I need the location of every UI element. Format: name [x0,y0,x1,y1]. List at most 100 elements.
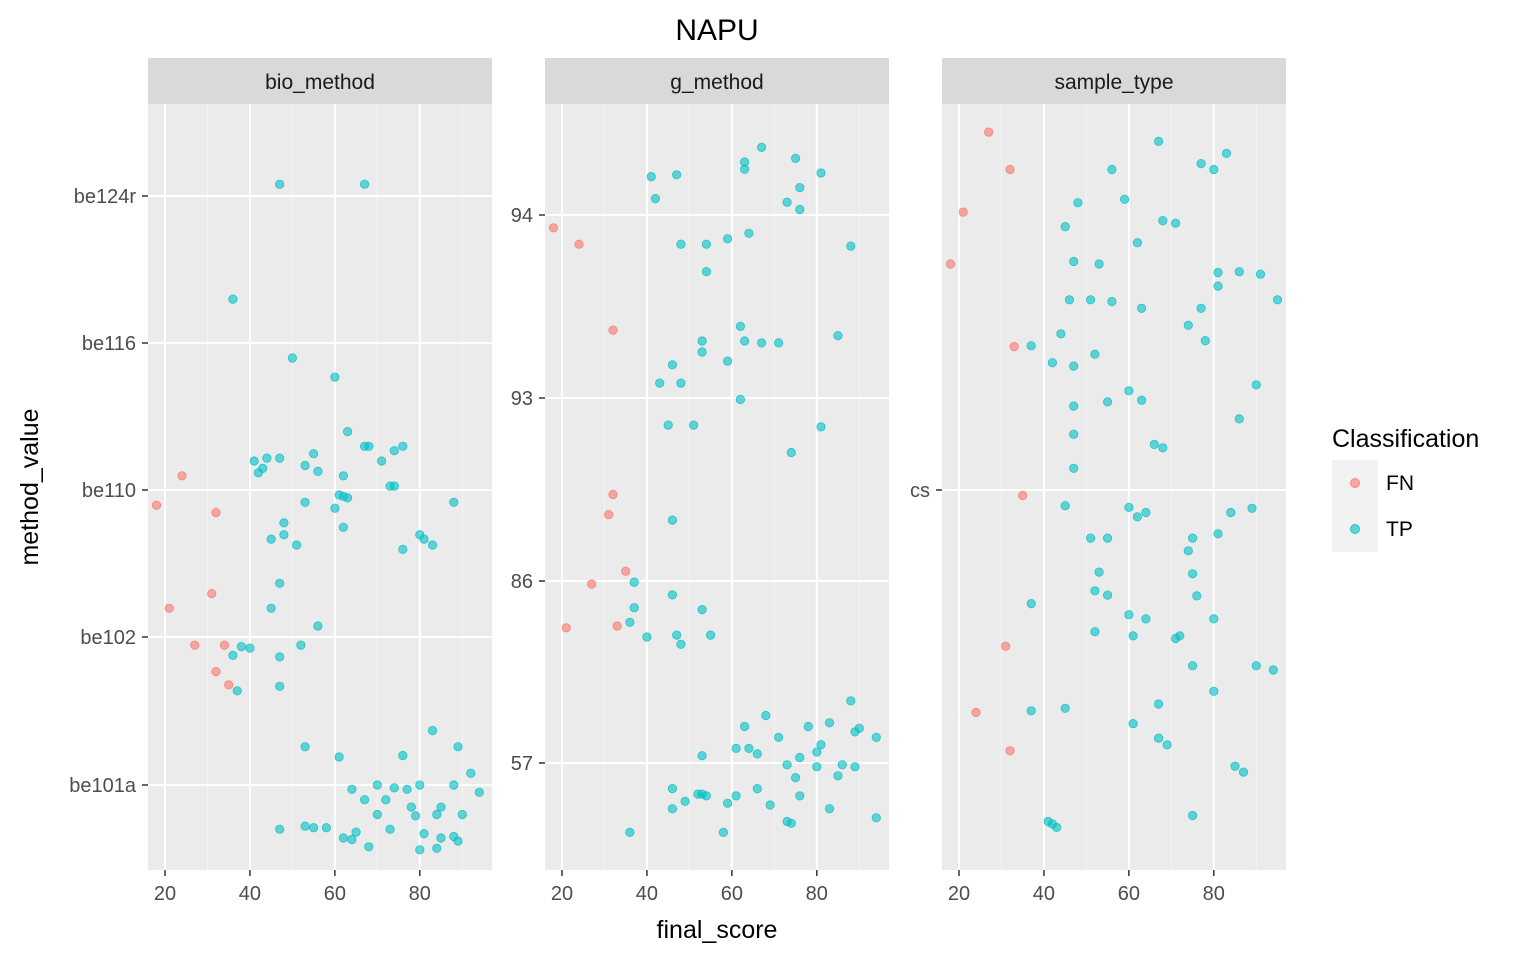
data-point-tp [846,696,856,706]
y-tick-label: be124r [74,186,137,208]
data-point-tp [837,760,847,770]
data-point-tp [1141,507,1151,518]
data-point-tp [449,780,459,790]
data-point-fn [548,223,559,233]
data-point-tp [1047,358,1058,368]
data-point-tp [773,732,784,743]
data-point-tp [816,740,826,750]
data-point-tp [1056,329,1066,339]
data-point-tp [1188,569,1198,579]
data-point-tp [275,179,285,189]
data-point-tp [782,760,792,770]
data-point-tp [398,750,408,761]
data-point-tp [338,471,348,481]
data-point-tp [275,824,285,834]
data-point-tp [347,834,357,845]
data-point-tp [1069,463,1079,473]
data-point-tp [795,752,805,763]
legend-title: Classification [1332,425,1479,453]
data-point-tp [342,493,353,503]
data-point-tp [1069,361,1079,371]
data-point-tp [1209,614,1219,624]
data-point-tp [1175,631,1185,641]
data-point-tp [1124,386,1134,396]
data-point-tp [1171,218,1181,228]
facet-strip-sample_type [942,58,1286,104]
data-point-tp [824,804,835,814]
data-point-tp [449,497,459,507]
data-point-tp [376,456,387,466]
data-point-tp [833,330,843,341]
data-point-tp [351,827,361,837]
facet-strip-g_method [545,58,889,104]
data-point-tp [1026,341,1036,351]
data-point-tp [803,721,813,732]
data-point-fn [151,500,162,510]
data-point-tp [1226,507,1236,518]
data-point-tp [1209,686,1219,696]
data-point-tp [1154,136,1164,146]
data-point-tp [449,831,459,842]
data-point-tp [752,749,762,759]
data-point-tp [756,338,767,348]
facet-strip-label-g_method: g_method [670,71,763,94]
data-point-tp [1060,222,1070,232]
data-point-tp [816,422,826,432]
data-point-tp [871,813,881,823]
data-point-fn [984,127,994,137]
data-point-tp [782,197,792,207]
data-point-tp [262,453,272,463]
data-point-tp [1069,401,1079,411]
data-point-tp [1141,614,1151,624]
data-point-tp [667,515,678,525]
data-point-tp [236,641,246,652]
data-point-tp [389,446,399,456]
data-point-tp [701,266,712,277]
data-point-tp [338,522,348,532]
data-point-tp [419,828,429,839]
data-point-fn [561,623,571,633]
data-point-tp [415,845,425,855]
y-tick-label: 94 [511,205,533,227]
data-point-tp [334,752,344,762]
data-point-tp [287,353,297,363]
data-point-fn [219,640,229,650]
data-point-tp [406,802,416,812]
data-point-tp [1149,439,1159,449]
data-point-tp [676,239,686,249]
data-point-tp [1268,665,1278,675]
data-point-tp [1158,443,1168,453]
data-point-tp [372,780,382,790]
facet-strip-label-bio_method: bio_method [265,71,375,94]
data-point-tp [1094,567,1104,577]
data-point-tp [773,338,784,348]
data-point-tp [1137,395,1147,405]
data-point-tp [427,725,438,736]
y-tick-label: be102 [80,627,136,649]
data-point-tp [266,534,276,544]
x-tick-label: 20 [948,883,970,905]
data-point-tp [436,802,446,812]
data-point-tp [474,787,484,798]
data-point-fn [1001,641,1011,651]
data-point-tp [1213,267,1223,278]
data-point-tp [300,460,310,471]
data-point-tp [731,743,741,754]
data-point-tp [765,800,775,810]
data-point-fn [612,621,622,631]
data-point-tp [1103,397,1113,407]
data-point-tp [291,540,302,550]
data-point-tp [1137,303,1147,313]
data-point-tp [1188,533,1198,543]
data-point-tp [1120,194,1130,204]
data-point-tp [676,639,686,649]
data-point-tp [795,183,805,193]
data-point-tp [1073,198,1083,208]
legend-key-tp [1350,524,1360,534]
data-point-tp [385,824,395,834]
data-point-tp [381,795,391,805]
data-point-tp [1154,733,1164,743]
data-point-tp [457,809,467,820]
y-axis-title: method_value [16,408,44,565]
data-point-tp [1154,699,1164,709]
